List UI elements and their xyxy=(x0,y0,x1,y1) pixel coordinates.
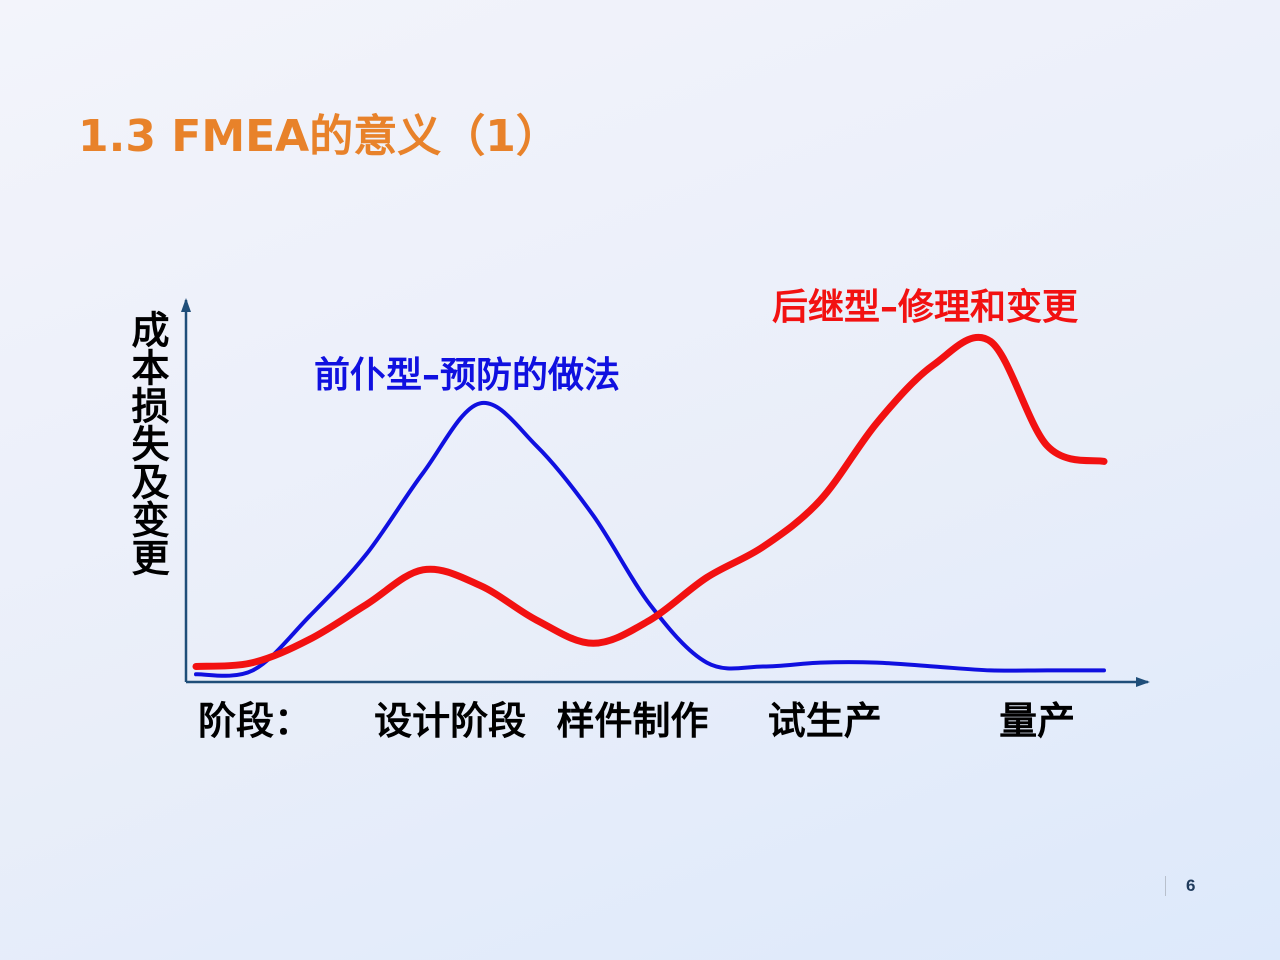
page-number-divider xyxy=(1165,876,1166,896)
slide-title: 1.3 FMEA的意义（1） xyxy=(78,111,560,162)
x-tick-label-design: 设计阶段 xyxy=(374,699,527,743)
x-tick-label-prototype: 样件制作 xyxy=(556,699,709,743)
page-number: 6 xyxy=(1186,876,1196,895)
series-layer xyxy=(192,333,1108,678)
y-axis-label: 成本损失及变更 xyxy=(125,310,169,576)
x-tick-label-mass-production: 量产 xyxy=(999,699,1076,743)
x-axis-label: 阶段： xyxy=(198,699,313,743)
series-label-preventive: 前仆型–预防的做法 xyxy=(314,355,621,396)
x-tick-label-trial-production: 试生产 xyxy=(767,699,882,743)
series-line-corrective xyxy=(192,333,1108,670)
series-label-corrective: 后继型–修理和变更 xyxy=(772,287,1079,328)
series-line-preventive xyxy=(194,401,1106,678)
